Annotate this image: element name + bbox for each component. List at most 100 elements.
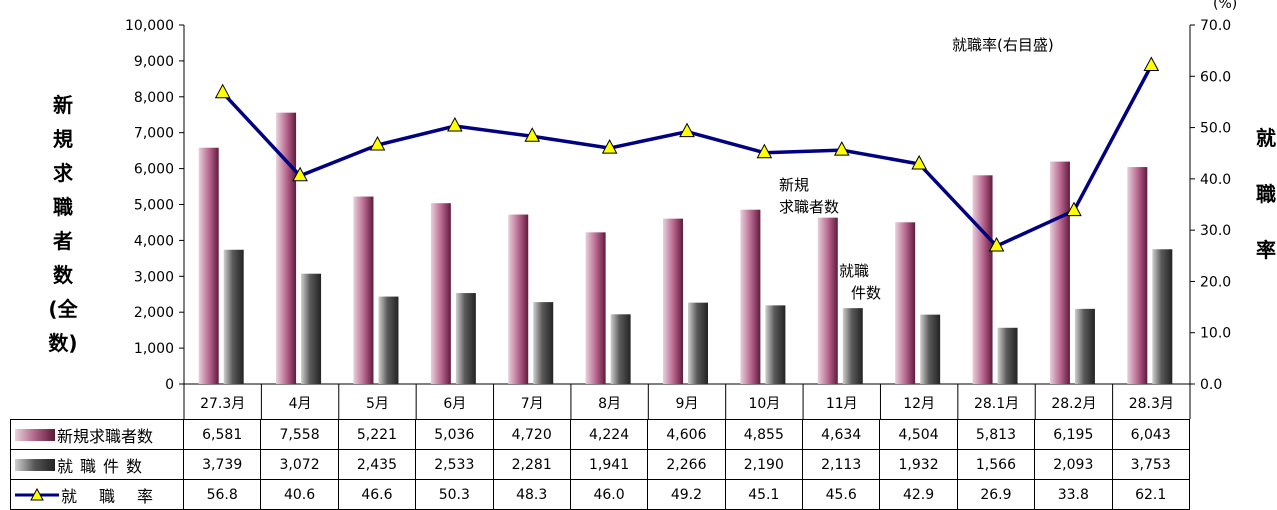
rate-axis-note: 就職率(右目盛) <box>952 36 1054 54</box>
rate-marker <box>601 139 618 154</box>
bar-new-seekers <box>198 147 219 384</box>
table-cell-new-seekers: 6,043 <box>1111 419 1190 450</box>
table-cell-placements: 2,093 <box>1034 449 1113 480</box>
category-label: 4月 <box>289 396 312 412</box>
rate-marker <box>1143 56 1160 72</box>
row-label-text: 新規求職者数 <box>57 426 154 446</box>
table-cell-placements: 1,941 <box>569 449 649 480</box>
right-axis-title: 就職率 <box>1256 126 1276 262</box>
table-cell-rate: 48.3 <box>492 479 571 510</box>
table-cell-new-seekers: 4,855 <box>724 419 804 450</box>
rate-marker <box>679 122 695 138</box>
table-cell-rate: 26.9 <box>956 479 1036 510</box>
table-cell-new-seekers: 4,720 <box>492 419 571 450</box>
left-tick-label: 5,000 <box>134 198 174 214</box>
new-seekers-note-1: 新規 <box>779 176 809 194</box>
category-label: 10月 <box>748 396 780 412</box>
table-row-rate: 就職率 56.8 40.6 46.6 50.3 48.3 46.0 49.2 45.1 45.6… <box>10 479 1190 510</box>
row-label-text: 就職率 <box>61 486 176 506</box>
bar-new-seekers <box>585 232 606 384</box>
rate-line-layer <box>214 56 1160 252</box>
table-cell-placements: 2,113 <box>801 449 881 480</box>
left-tick-label: 2,000 <box>134 305 174 321</box>
left-tick-label: 1,000 <box>134 341 174 357</box>
annotation-layer: 就職率(右目盛) (%) 新規 求職者数 就職 件数 <box>779 0 1237 302</box>
rate-marker <box>756 143 773 159</box>
placements-note-2: 件数 <box>851 284 881 302</box>
row-label-text: 就職件数 <box>57 456 150 476</box>
table-cell-rate: 46.6 <box>337 479 417 510</box>
bars-layer <box>198 112 1173 385</box>
table-cell-placements: 2,281 <box>492 449 571 480</box>
table-cell-new-seekers: 4,224 <box>569 419 649 450</box>
left-tick-label: 8,000 <box>134 90 174 106</box>
table-cell-new-seekers: 4,504 <box>879 419 958 450</box>
category-label: 12月 <box>903 396 935 412</box>
rate-marker <box>447 116 463 132</box>
rate-marker <box>911 154 927 170</box>
axes: 0 1,000 2,000 3,000 4,000 5,000 6,000 7,000 8,00… <box>125 18 1231 419</box>
category-label: 27.3月 <box>200 396 245 412</box>
table-cell-new-seekers: 7,558 <box>260 419 339 450</box>
bar-new-seekers <box>895 222 916 384</box>
row-label-placements: 就職件数 <box>10 449 184 480</box>
bar-new-seekers <box>430 203 451 384</box>
bar-placements <box>455 293 476 384</box>
bar-new-seekers <box>508 214 529 384</box>
category-label: 6月 <box>443 396 466 412</box>
bar-placements <box>610 314 631 384</box>
bar-placements <box>997 327 1018 384</box>
table-row-new-seekers: 新規求職者数 6,581 7,558 5,221 5,036 4,720 4,224 4,6… <box>10 419 1190 450</box>
table-cell-rate: 56.8 <box>182 479 262 510</box>
bar-placements <box>223 249 244 384</box>
table-cell-rate: 40.6 <box>260 479 339 510</box>
right-tick-label: 60.0 <box>1200 69 1231 85</box>
bar-new-seekers <box>972 175 993 384</box>
table-cell-rate: 45.1 <box>724 479 804 510</box>
left-axis-title: 新規求職者数(全数) <box>48 93 78 355</box>
rate-marker <box>369 135 386 151</box>
table-cell-placements: 1,932 <box>879 449 958 480</box>
right-tick-label: 70.0 <box>1200 18 1231 34</box>
bar-new-seekers <box>276 112 297 385</box>
row-label-new-seekers: 新規求職者数 <box>10 419 184 450</box>
table-cell-new-seekers: 4,634 <box>801 419 881 450</box>
table-cell-placements: 3,072 <box>260 449 339 480</box>
row-label-rate: 就職率 <box>10 479 184 510</box>
table-cell-placements: 2,533 <box>415 449 494 480</box>
category-label: 28.3月 <box>1129 396 1174 412</box>
legend-key-placements <box>15 458 55 471</box>
right-tick-label: 10.0 <box>1200 326 1231 342</box>
right-tick-label: 40.0 <box>1200 172 1231 188</box>
table-row-placements: 就職件数 3,739 3,072 2,435 2,533 2,281 1,941 2,266… <box>10 449 1190 480</box>
bar-placements <box>378 296 399 384</box>
table-cell-placements: 2,266 <box>647 449 726 480</box>
category-label: 28.1月 <box>974 396 1019 412</box>
bar-placements <box>1152 249 1173 384</box>
rate-marker <box>988 236 1005 252</box>
right-tick-label: 50.0 <box>1200 121 1231 137</box>
table-cell-new-seekers: 5,813 <box>956 419 1036 450</box>
bar-placements <box>533 302 554 384</box>
left-tick-label: 4,000 <box>134 233 174 249</box>
right-tick-label: 30.0 <box>1200 223 1231 239</box>
legend-key-rate <box>15 487 59 500</box>
table-cell-rate: 50.3 <box>415 479 494 510</box>
bar-new-seekers <box>817 217 838 384</box>
table-cell-new-seekers: 4,606 <box>647 419 726 450</box>
bar-placements <box>688 302 708 384</box>
bar-placements <box>765 305 786 384</box>
rate-marker <box>1066 201 1082 217</box>
table-cell-rate: 62.1 <box>1111 479 1190 510</box>
bar-new-seekers <box>740 209 761 384</box>
bar-placements <box>842 308 863 384</box>
table-cell-rate: 42.9 <box>879 479 958 510</box>
chart-svg: 0 1,000 2,000 3,000 4,000 5,000 6,000 7,000 8,00… <box>125 0 1237 419</box>
table-cell-new-seekers: 6,581 <box>182 419 262 450</box>
table-cell-rate: 33.8 <box>1034 479 1113 510</box>
rate-marker <box>833 141 850 156</box>
left-tick-label: 6,000 <box>134 162 174 178</box>
left-tick-label: 3,000 <box>134 269 174 285</box>
table-cell-rate: 49.2 <box>647 479 726 510</box>
table-cell-new-seekers: 6,195 <box>1034 419 1113 450</box>
